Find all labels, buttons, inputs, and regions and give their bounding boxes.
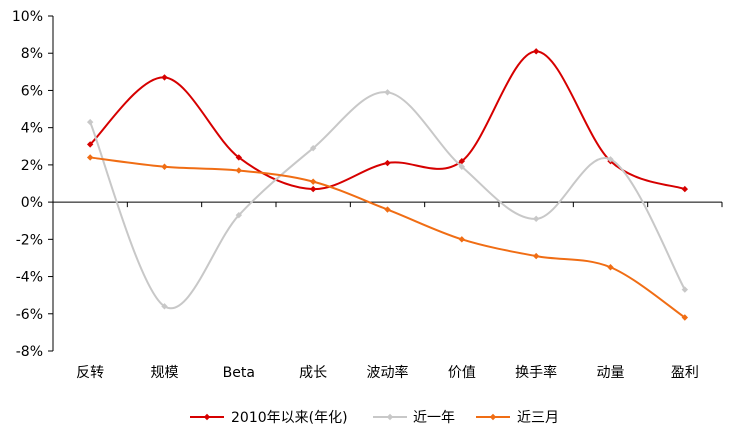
data-point (161, 163, 168, 170)
data-point (86, 141, 94, 148)
legend-item: 2010年以来(年化) (190, 410, 348, 426)
x-tick-label: 换手率 (515, 364, 557, 381)
x-tick-label: Beta (223, 365, 255, 381)
y-tick-label: -2% (16, 232, 43, 248)
data-point (384, 206, 391, 213)
data-point (681, 314, 689, 321)
y-tick-labels: 10% 8% 6% 4% 2% 0% -2% -4% -6% -8% (12, 9, 43, 360)
legend-swatch-marker (386, 413, 394, 421)
legend-label: 近三月 (517, 410, 559, 426)
data-point (458, 236, 466, 243)
y-tick-label: 6% (21, 83, 43, 99)
x-tick-label: 成长 (299, 365, 327, 381)
series-line (89, 91, 686, 310)
y-tick-label: 8% (21, 46, 43, 62)
x-tick-label: 价值 (448, 365, 476, 381)
y-tick-label: -8% (16, 344, 43, 360)
series-3 (86, 154, 689, 321)
legend-label: 近一年 (413, 410, 455, 426)
data-point (309, 144, 317, 152)
y-tick-label: 10% (12, 9, 43, 25)
data-point (235, 154, 243, 161)
y-tick-label: -6% (16, 307, 43, 323)
legend-item: 近一年 (373, 410, 455, 426)
data-point (235, 167, 243, 174)
legend-item: 近三月 (476, 410, 559, 426)
y-tick-label: 4% (21, 121, 43, 137)
x-tick-label: 反转 (76, 365, 104, 381)
axes (48, 15, 723, 352)
legend-label: 2010年以来(年化) (231, 410, 348, 426)
legend-swatch-marker (203, 413, 211, 421)
series-layer (86, 48, 689, 321)
series-1 (86, 48, 689, 193)
series-line (90, 156, 686, 319)
legend: 2010年以来(年化) 近一年 近三月 (190, 410, 559, 426)
series-2 (86, 89, 689, 310)
data-point (235, 211, 243, 219)
data-point (681, 286, 689, 293)
data-point (458, 157, 466, 165)
data-point (309, 185, 317, 193)
data-point (161, 74, 168, 81)
x-tick-label: 盈利 (671, 365, 699, 381)
x-tick-label: 动量 (597, 365, 625, 381)
data-point (384, 89, 391, 96)
data-point (458, 163, 466, 170)
x-tick-labels: 反转 规模 Beta 成长 波动率 价值 换手率 动量 盈利 (76, 364, 699, 381)
data-point (86, 154, 94, 161)
legend-swatch-marker (489, 413, 497, 421)
data-point (161, 303, 168, 310)
data-point (681, 185, 689, 193)
y-tick-label: 2% (21, 158, 43, 174)
data-point (532, 252, 540, 260)
series-line (89, 50, 686, 191)
y-tick-label: 0% (21, 195, 43, 211)
data-point (309, 178, 317, 185)
data-point (532, 215, 540, 223)
data-point (607, 264, 614, 271)
data-point (384, 159, 391, 167)
data-point (532, 48, 540, 55)
data-point (86, 118, 94, 126)
y-tick-label: -4% (16, 270, 43, 286)
x-tick-label: 规模 (151, 365, 179, 381)
x-tick-label: 波动率 (367, 364, 409, 381)
data-point (607, 156, 614, 163)
